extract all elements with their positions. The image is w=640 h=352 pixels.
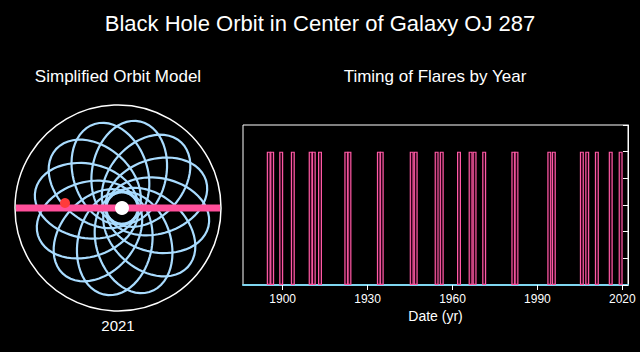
svg-text:Date (yr): Date (yr) — [408, 308, 462, 324]
svg-text:1960: 1960 — [439, 292, 466, 306]
svg-text:2020: 2020 — [609, 292, 636, 306]
svg-text:1900: 1900 — [269, 292, 296, 306]
svg-text:Simplified Orbit Model: Simplified Orbit Model — [35, 67, 201, 86]
svg-text:Timing of Flares by Year: Timing of Flares by Year — [344, 67, 527, 86]
svg-text:Black Hole Orbit in Center of: Black Hole Orbit in Center of Galaxy OJ … — [105, 11, 535, 36]
svg-text:1990: 1990 — [524, 292, 551, 306]
svg-text:1930: 1930 — [354, 292, 381, 306]
svg-text:2021: 2021 — [101, 317, 134, 334]
